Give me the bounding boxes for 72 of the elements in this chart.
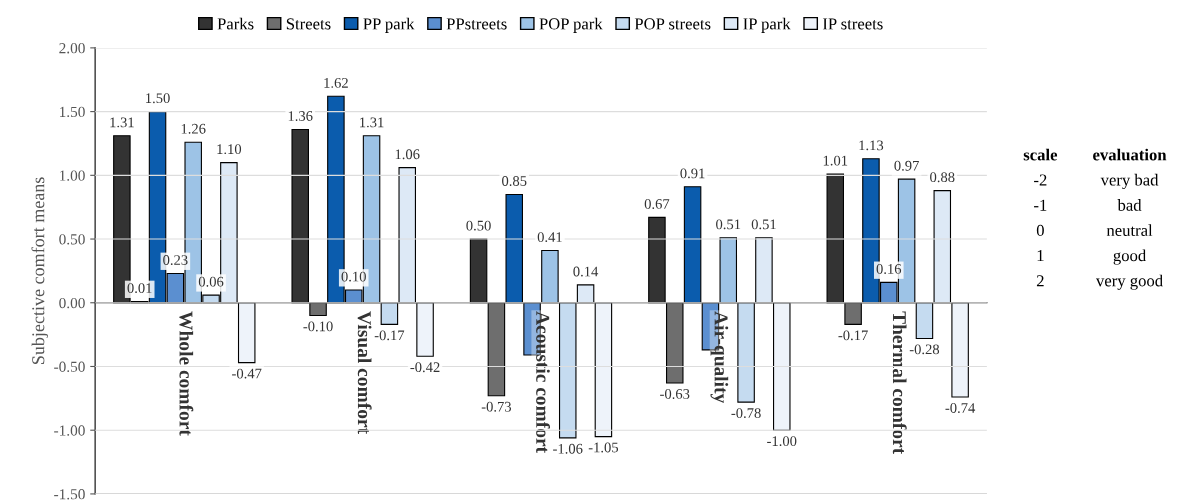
data-label: 0.41 [537,232,562,243]
y-tick-label: -1.00 [54,425,85,436]
data-label: -0.47 [232,368,262,379]
x-tick-label: Whole comfort [179,311,194,436]
text: -2 [1034,174,1047,186]
data-label: 0.14 [573,266,599,277]
data-label: 0.16 [876,264,902,274]
data-label: -0.10 [303,321,333,332]
text: neutral [1106,224,1153,237]
data-label: -1.06 [553,443,583,454]
y-tick-label: -0.50 [54,361,85,372]
text: very good [1095,274,1163,290]
data-label: 1.01 [823,155,848,166]
y-axis-title: Subjective comfort means [31,177,49,364]
y-tick-label: 1.50 [60,106,85,118]
data-label: -0.78 [731,408,761,419]
data-label: 1.62 [324,77,348,88]
data-label: 1.26 [181,123,206,134]
text: bad [1117,199,1142,211]
x-tick-label: Air-quality [710,311,729,404]
data-label: 1.06 [395,149,420,160]
data-label: 1.31 [110,117,134,128]
data-label: 1.36 [288,111,313,121]
data-label: -0.73 [481,401,512,412]
text: very bad [1100,173,1159,190]
data-label: -0.17 [374,330,405,341]
data-label: 1.50 [146,93,170,104]
legend-label: POP park [539,17,603,33]
y-tick-label: 2.00 [59,43,85,54]
y-tick-label: 0.50 [59,234,85,245]
x-tick-label: Acoustic comfort [536,311,551,454]
text: good [1113,249,1147,265]
y-tick-label: -1.50 [54,489,85,500]
data-label: -0.63 [660,389,690,399]
data-label: 0.23 [163,255,188,265]
legend-label: Streets [286,18,331,30]
data-label: 0.06 [198,276,224,287]
legend-label: Parks [217,17,254,30]
data-label: 0.67 [644,199,670,209]
legend-label: PPstreets [446,18,507,30]
data-label: 1.31 [360,117,384,128]
text: scale [1023,148,1058,161]
data-label: -0.28 [909,344,940,355]
data-label: 0.01 [127,283,152,294]
data-label: -1.00 [767,436,797,447]
x-tick-label: Thermal comfort [892,311,907,455]
x-tick-label: Visual comfort [357,311,372,434]
data-label: 0.88 [930,172,955,183]
data-label: 0.50 [466,220,491,231]
data-label: 1.10 [217,144,242,155]
data-label: -0.17 [838,330,868,341]
text: 0 [1036,224,1044,237]
data-label: 0.51 [716,219,741,230]
y-tick-label: 0.00 [59,297,85,309]
y-tick-label: 1.00 [60,170,85,181]
legend-label: PP park [363,17,415,33]
data-label: -1.05 [588,442,619,453]
data-label: -0.74 [945,403,976,413]
data-label: 0.51 [751,219,776,230]
text: -1 [1034,199,1047,211]
legend-label: IP park [743,17,791,33]
data-label: -0.42 [410,362,440,373]
text: evaluation [1093,148,1167,161]
text: 1 [1037,250,1044,262]
legend-label: POP streets [634,18,711,30]
data-label: 1.13 [859,140,884,151]
data-label: 0.91 [680,168,705,179]
data-label: 0.97 [894,160,919,171]
data-label: 0.10 [341,271,366,282]
text: 2 [1036,275,1044,287]
legend-label: IP streets [822,18,883,30]
data-label: 0.85 [502,176,527,186]
